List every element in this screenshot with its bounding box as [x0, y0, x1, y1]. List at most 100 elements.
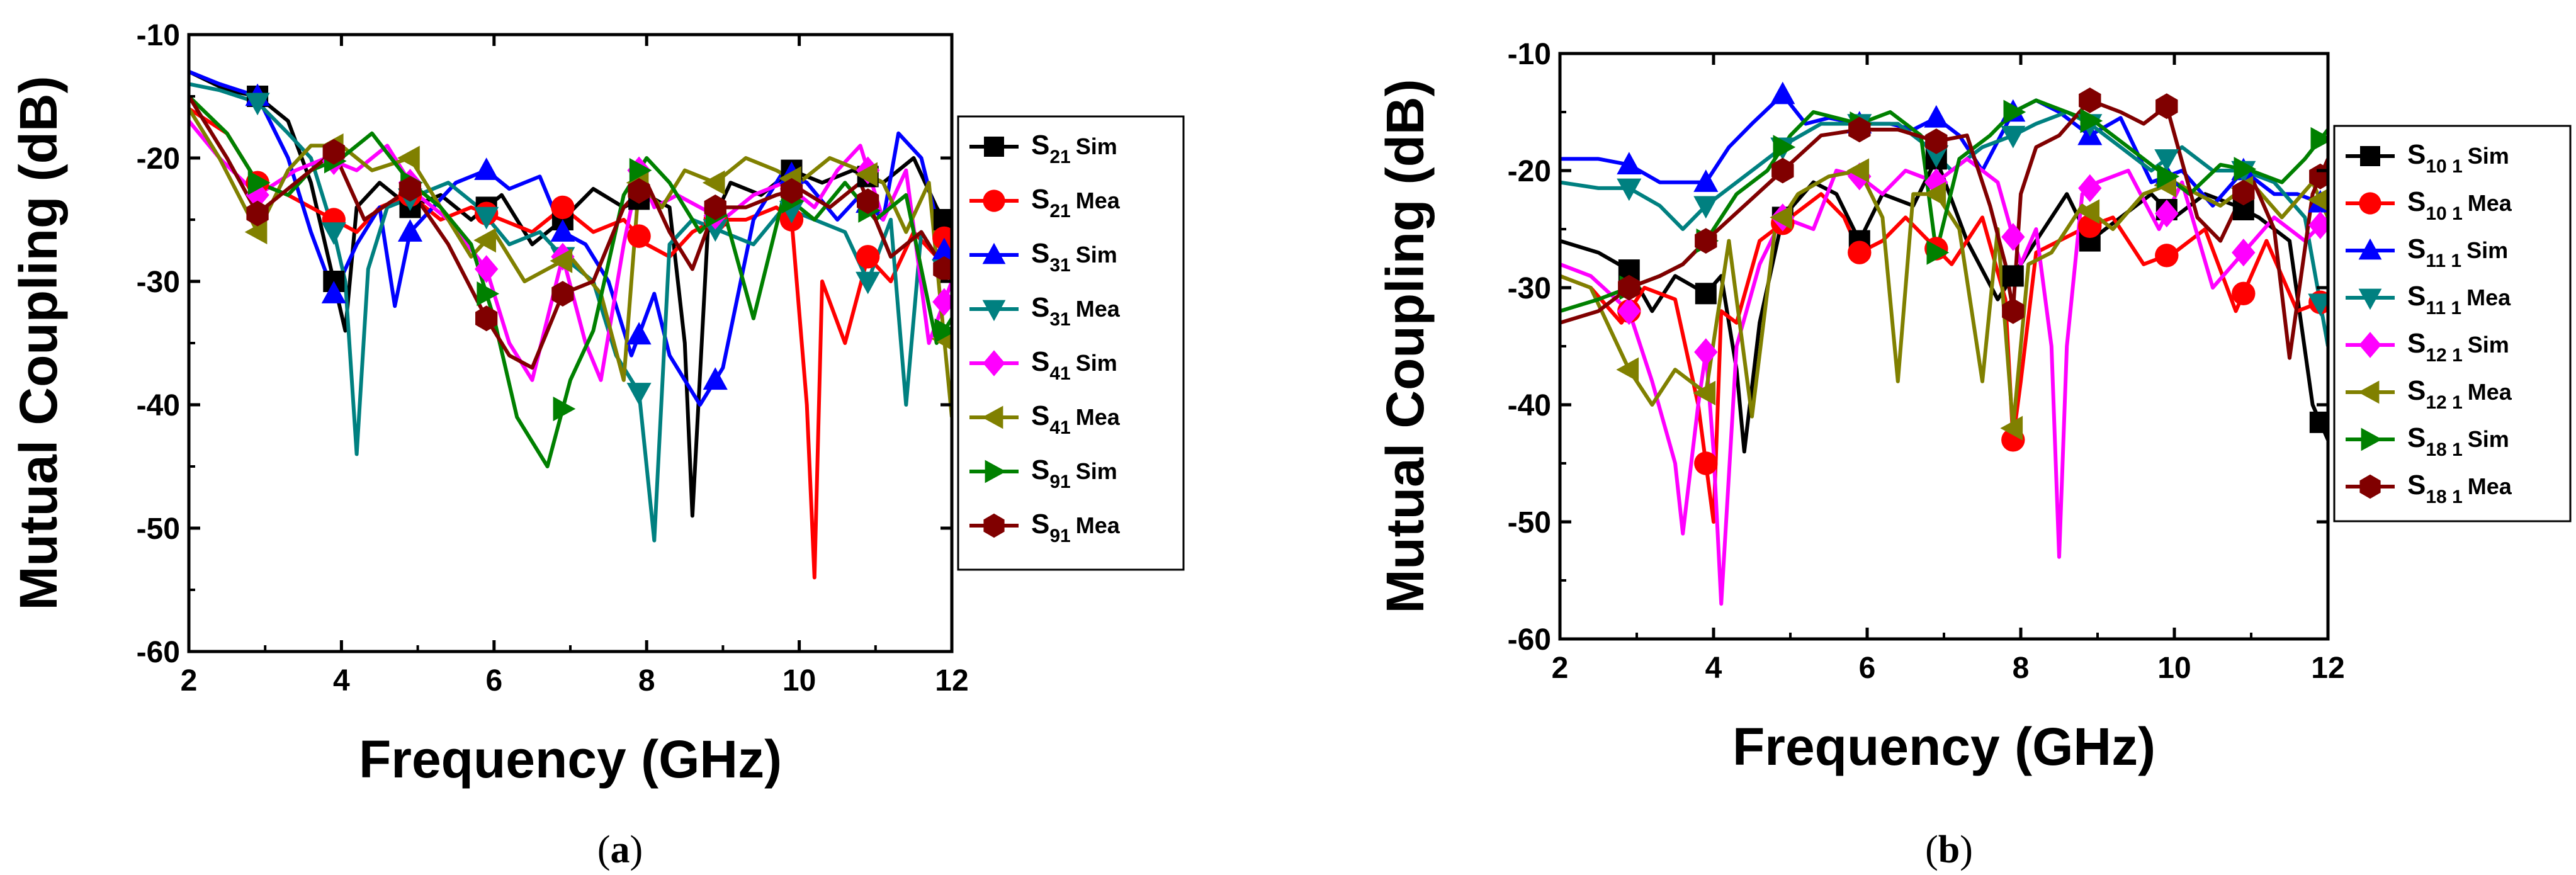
- data-point-marker: [2155, 93, 2178, 120]
- data-point-marker: [1695, 283, 1717, 305]
- legend-marker: [982, 242, 1006, 264]
- data-point-marker: [2232, 239, 2256, 267]
- data-point-marker: [1846, 158, 1870, 183]
- data-point-marker: [1848, 240, 1872, 264]
- y-tick-label: -50: [1508, 506, 1551, 539]
- caption-a: (a): [597, 828, 643, 871]
- x-tick-label: 4: [1705, 652, 1722, 685]
- caption-letter: a: [611, 828, 630, 871]
- y-tick-label: -40: [1508, 389, 1551, 422]
- data-point-marker: [855, 162, 878, 187]
- legend-marker: [984, 137, 1004, 157]
- data-point-marker: [473, 228, 496, 253]
- data-point-marker: [626, 322, 652, 345]
- x-tick-label: 8: [2013, 652, 2030, 685]
- data-point-marker: [2079, 88, 2101, 113]
- data-point-marker: [321, 222, 346, 245]
- legend-marker: [983, 513, 1005, 538]
- y-tick-label: -30: [1508, 272, 1551, 305]
- data-point-marker: [1617, 297, 1641, 325]
- data-point-marker: [553, 396, 576, 422]
- legend-label: S21 Sim: [1031, 130, 1117, 167]
- data-point-marker: [2307, 188, 2328, 212]
- data-point-marker: [932, 288, 952, 316]
- y-axis-title: Mutual Coupling (dB): [9, 76, 68, 610]
- data-point-marker: [704, 195, 726, 220]
- data-point-marker: [1616, 357, 1639, 382]
- data-point-marker: [477, 281, 500, 307]
- legend-box: [2333, 125, 2572, 522]
- legend-label: S10 1 Sim: [2407, 139, 2509, 177]
- data-point-marker: [246, 200, 269, 227]
- legend-label: S41 Mea: [1031, 400, 1121, 438]
- data-point-marker: [628, 178, 650, 204]
- data-point-marker: [474, 206, 499, 230]
- data-point-marker: [2003, 99, 2026, 125]
- data-point-marker: [1693, 169, 1719, 192]
- data-point-marker: [1848, 116, 1871, 143]
- legend-box: [957, 115, 1185, 571]
- data-point-marker: [551, 195, 575, 220]
- data-point-marker: [2234, 157, 2257, 182]
- legend-marker: [2358, 238, 2382, 260]
- plot-area-a: 2 4 6 8 10 12 -10 -20 -30 -40 -50 -60 Frequency (GHz…: [9, 19, 1185, 789]
- plot-area-b: 2 4 6 8 10 12 -10 -20 -30 -40 -50 -60 Frequency (GHz…: [1376, 38, 2572, 776]
- legend: S21 Sim S21 Mea S31 Sim S31 Mea S41 Sim S41 Mea S91 S…: [957, 115, 1185, 571]
- data-point-marker: [2001, 223, 2025, 251]
- data-point-marker: [1694, 451, 1718, 475]
- data-point-marker: [1617, 152, 1642, 174]
- caption-close: ): [630, 828, 643, 871]
- legend-marker: [2361, 427, 2383, 451]
- legend-label: S41 Sim: [1031, 346, 1117, 384]
- data-point-marker: [1618, 274, 1641, 301]
- legend-marker: [981, 405, 1003, 429]
- data-point-marker: [1923, 181, 1946, 206]
- y-tick-label: -60: [1508, 623, 1551, 657]
- legend-label: S10 1 Mea: [2407, 186, 2512, 224]
- legend-label: S18 1 Mea: [2407, 470, 2512, 507]
- data-point-marker: [703, 367, 728, 390]
- caption-close: ): [1960, 828, 1973, 871]
- data-point-marker: [551, 281, 574, 307]
- data-point-marker: [2078, 174, 2102, 202]
- data-point-marker: [1695, 228, 1717, 254]
- data-point-marker: [1925, 128, 1948, 154]
- x-tick-label: 12: [2311, 652, 2344, 685]
- data-point-marker: [245, 93, 270, 116]
- data-point-marker: [2001, 125, 2026, 149]
- data-point-marker: [1693, 380, 1716, 405]
- data-point-marker: [1694, 338, 1718, 366]
- legend-marker: [2359, 192, 2381, 215]
- data-point-marker: [627, 224, 651, 248]
- data-point-marker: [780, 178, 803, 204]
- legend-marker: [2360, 146, 2380, 166]
- data-point-marker: [1693, 196, 1719, 219]
- data-point-marker: [2002, 298, 2025, 324]
- legend-label: S12 1 Mea: [2407, 375, 2512, 413]
- data-point-marker: [397, 145, 420, 171]
- data-point-marker: [2308, 211, 2328, 239]
- data-point-marker: [2155, 200, 2179, 228]
- x-tick-label: 2: [181, 664, 198, 697]
- x-tick-label: 4: [333, 664, 350, 697]
- caption-letter: b: [1938, 828, 1960, 871]
- data-point-marker: [474, 157, 499, 180]
- y-tick-label: -20: [137, 142, 180, 176]
- data-point-marker: [550, 248, 573, 273]
- y-tick-label: -40: [137, 389, 180, 422]
- data-point-marker: [1770, 81, 1795, 104]
- data-point-marker: [856, 245, 880, 269]
- legend-marker: [2358, 380, 2380, 404]
- data-point-marker: [934, 318, 952, 343]
- series-markers: [244, 83, 952, 422]
- data-point-marker: [1924, 104, 1949, 128]
- data-point-marker: [322, 138, 345, 165]
- legend-marker: [2358, 288, 2382, 310]
- data-point-marker: [857, 188, 879, 214]
- data-point-marker: [2310, 127, 2328, 152]
- legend-marker: [2359, 474, 2381, 499]
- legend-marker: [983, 350, 1005, 376]
- chart-panel-a: 2 4 6 8 10 12 -10 -20 -30 -40 -50 -60 Frequency (GHz…: [9, 19, 1185, 871]
- legend-label: S11 1 Sim: [2407, 234, 2508, 271]
- data-point-marker: [550, 219, 575, 242]
